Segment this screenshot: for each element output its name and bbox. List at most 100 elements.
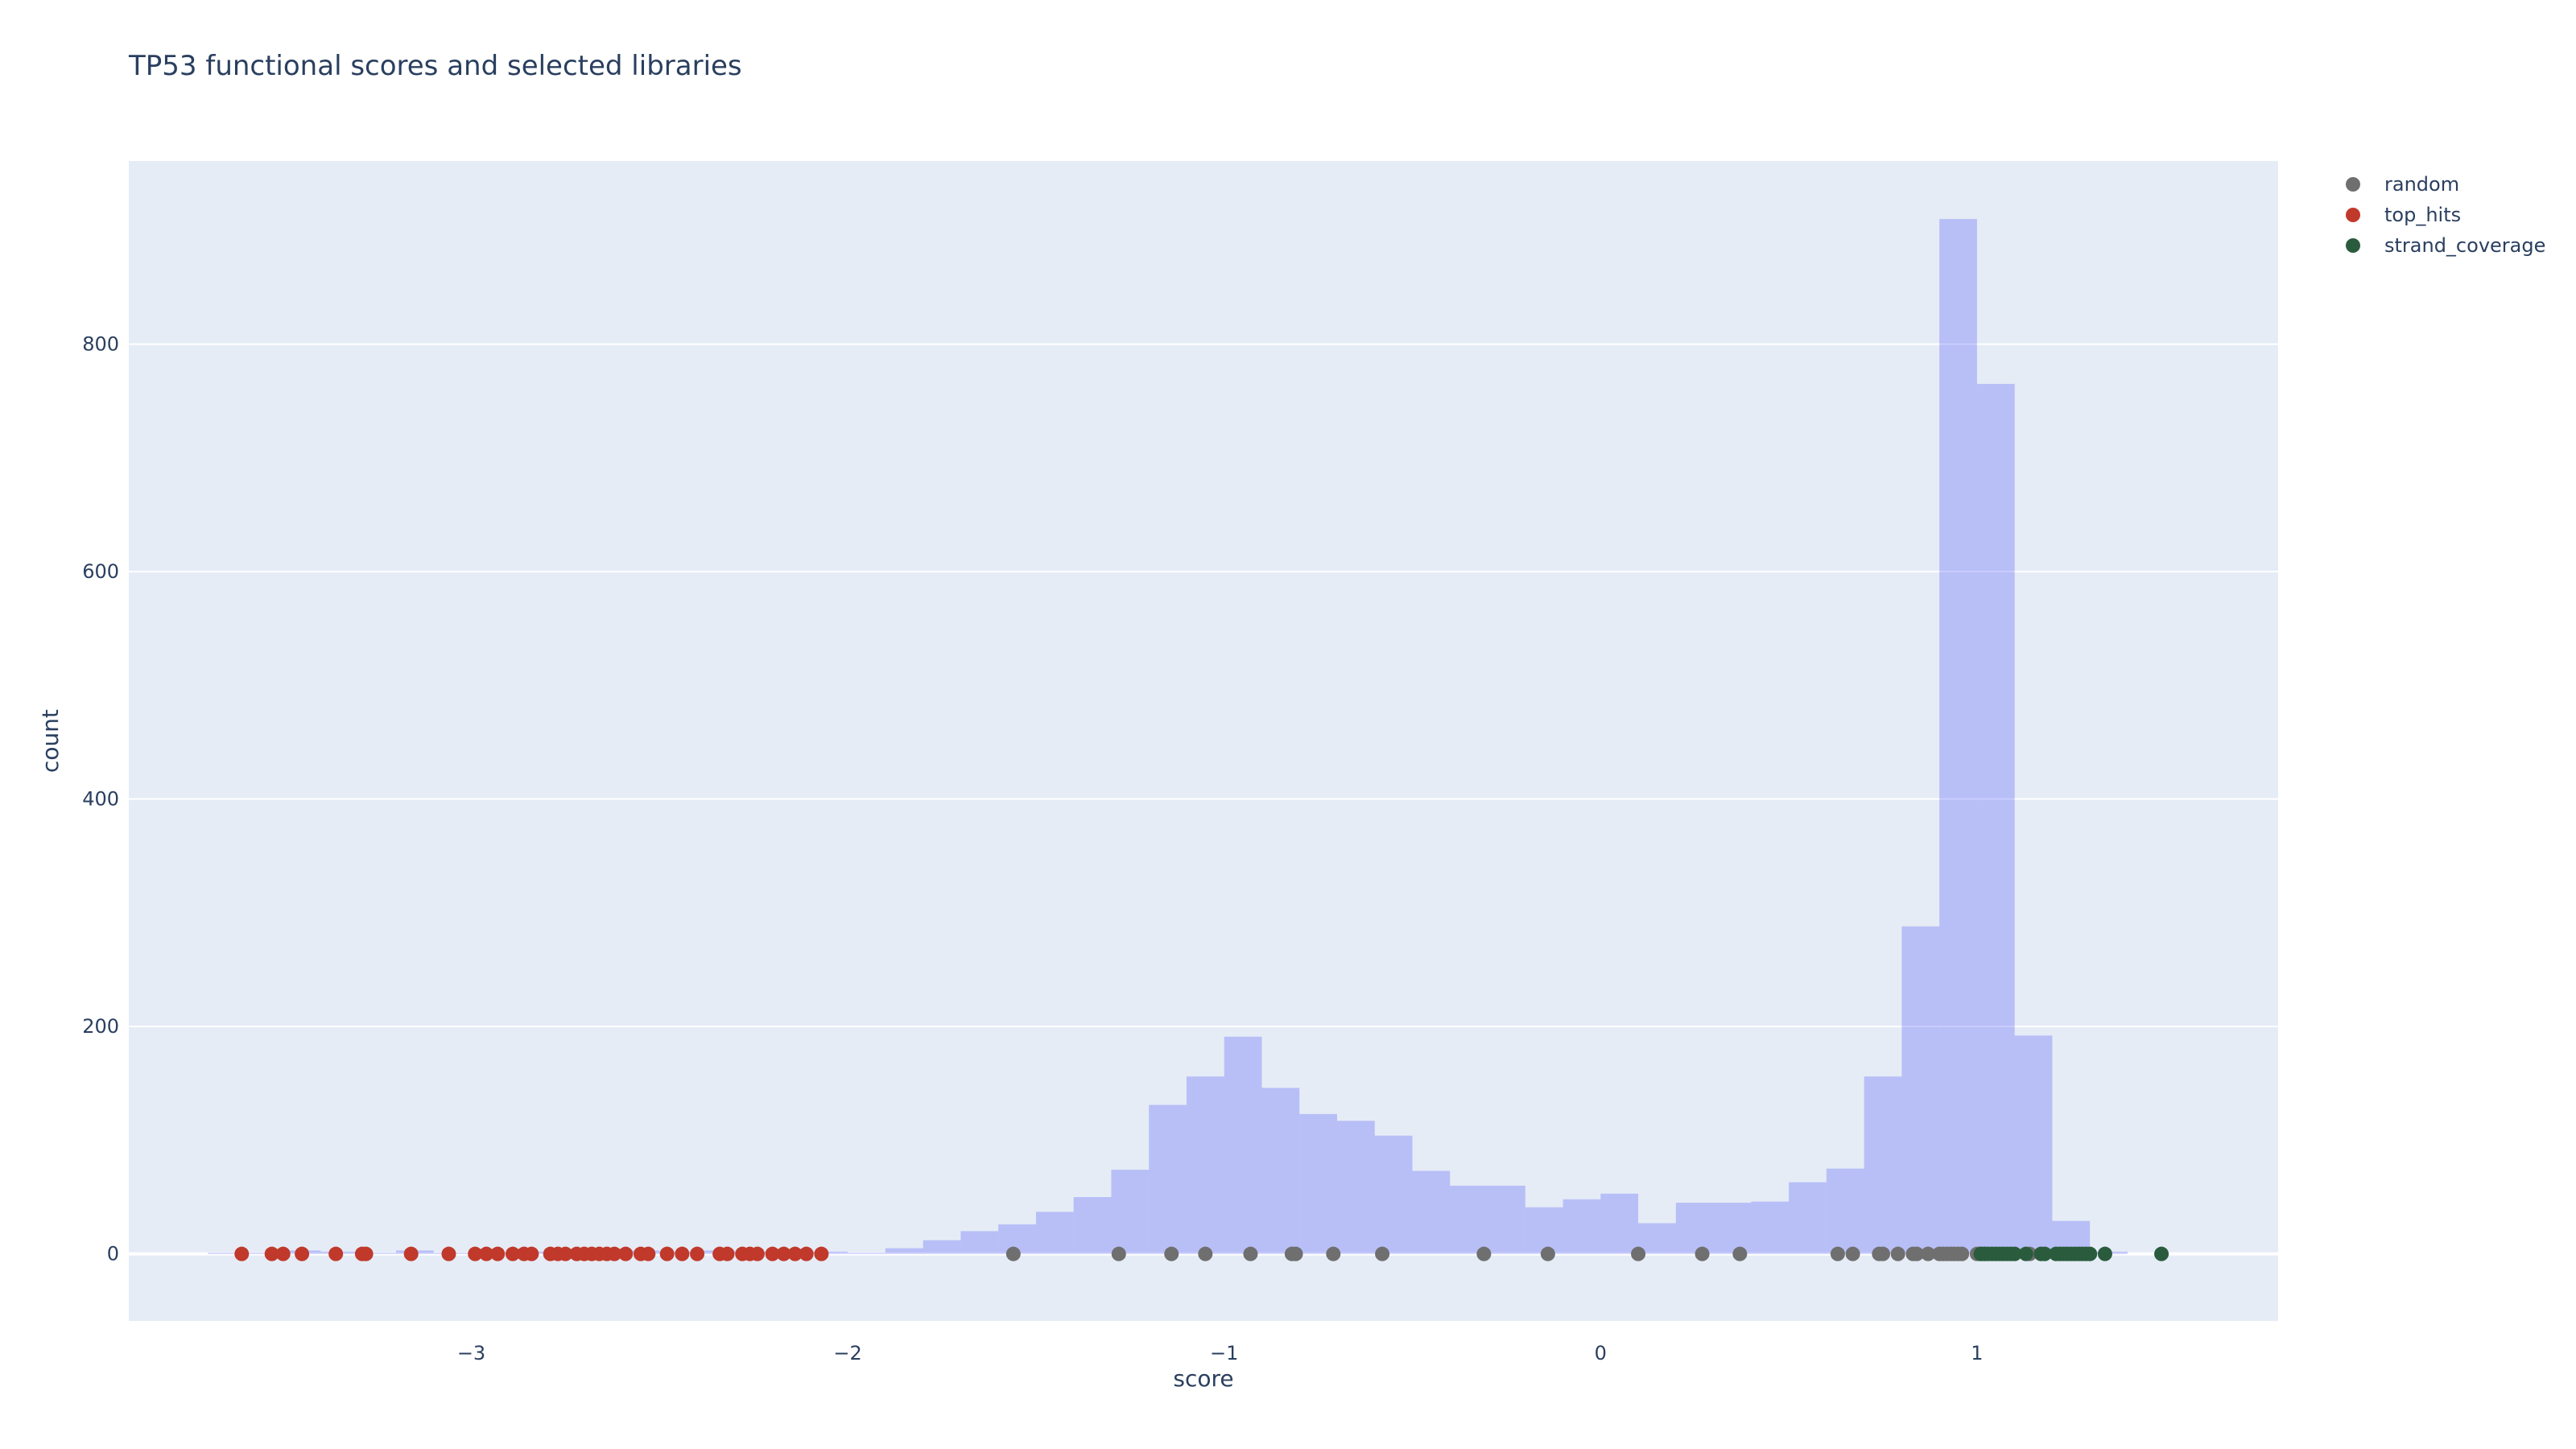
- scatter-point-top-hits[interactable]: [641, 1246, 656, 1261]
- scatter-point-top-hits[interactable]: [264, 1246, 279, 1261]
- histogram-bar[interactable]: [1751, 1201, 1790, 1254]
- scatter-point-top-hits[interactable]: [358, 1246, 374, 1261]
- scatter-point-top-hits[interactable]: [490, 1246, 506, 1261]
- scatter-point-strand-coverage[interactable]: [2007, 1246, 2022, 1261]
- scatter-point-random[interactable]: [1476, 1246, 1492, 1261]
- histogram-bar[interactable]: [1336, 1121, 1375, 1254]
- histogram-bar[interactable]: [1111, 1170, 1150, 1254]
- scatter-point-random[interactable]: [1909, 1246, 1925, 1261]
- y-tick-label: 0: [107, 1243, 119, 1265]
- x-axis-ticks: −3 −2 −1 0 1: [457, 1342, 1984, 1364]
- legend: random top_hits strand_coverage: [2334, 169, 2545, 261]
- scatter-point-top-hits[interactable]: [765, 1246, 780, 1261]
- y-axis-title: count: [37, 709, 64, 773]
- scatter-point-top-hits[interactable]: [799, 1246, 814, 1261]
- scatter-point-random[interactable]: [1955, 1246, 1970, 1261]
- histogram-bar[interactable]: [1450, 1185, 1488, 1254]
- legend-item-strand-coverage[interactable]: strand_coverage: [2334, 230, 2545, 261]
- histogram-bar[interactable]: [960, 1231, 999, 1254]
- scatter-point-top-hits[interactable]: [468, 1246, 483, 1261]
- scatter-point-top-hits[interactable]: [776, 1246, 791, 1261]
- scatter-point-top-hits[interactable]: [690, 1246, 705, 1261]
- legend-item-random[interactable]: random: [2334, 169, 2545, 200]
- scatter-point-strand-coverage[interactable]: [2037, 1246, 2053, 1261]
- x-axis-title: score: [1173, 1365, 1233, 1392]
- x-tick-label: 1: [1971, 1342, 1983, 1364]
- histogram-bar[interactable]: [1901, 926, 1940, 1254]
- histogram-bar[interactable]: [1826, 1168, 1864, 1254]
- histogram-bar[interactable]: [1563, 1199, 1601, 1254]
- scatter-point-top-hits[interactable]: [607, 1246, 622, 1261]
- scatter-point-strand-coverage[interactable]: [2097, 1246, 2112, 1261]
- histogram-bar[interactable]: [1488, 1185, 1525, 1254]
- x-tick-label: 0: [1595, 1342, 1607, 1364]
- marker-dot-icon: [2346, 208, 2360, 222]
- histogram-bar[interactable]: [1186, 1076, 1224, 1254]
- histogram-bar[interactable]: [1035, 1212, 1074, 1254]
- x-tick-label: −2: [833, 1342, 861, 1364]
- scatter-point-random[interactable]: [1111, 1246, 1126, 1261]
- scatter-point-random[interactable]: [1921, 1246, 1936, 1261]
- scatter-point-top-hits[interactable]: [749, 1246, 765, 1261]
- scatter-point-strand-coverage[interactable]: [2154, 1246, 2169, 1261]
- histogram-bar[interactable]: [2014, 1035, 2053, 1254]
- scatter-point-top-hits[interactable]: [787, 1246, 803, 1261]
- histogram-bar[interactable]: [1412, 1170, 1451, 1254]
- scatter-point-top-hits[interactable]: [814, 1246, 829, 1261]
- scatter-point-strand-coverage[interactable]: [2018, 1246, 2033, 1261]
- scatter-point-random[interactable]: [1164, 1246, 1179, 1261]
- histogram-bar[interactable]: [1073, 1197, 1112, 1254]
- histogram-bar[interactable]: [923, 1240, 961, 1254]
- histogram-bar[interactable]: [1939, 219, 1977, 1254]
- histogram-bar[interactable]: [885, 1248, 923, 1254]
- histogram-bar[interactable]: [1374, 1135, 1413, 1254]
- scatter-point-random[interactable]: [1375, 1246, 1390, 1261]
- scatter-point-random[interactable]: [1005, 1246, 1021, 1261]
- histogram-bar[interactable]: [1600, 1193, 1639, 1254]
- scatter-point-top-hits[interactable]: [659, 1246, 675, 1261]
- legend-item-top-hits[interactable]: top_hits: [2334, 200, 2545, 230]
- histogram-bar[interactable]: [1299, 1113, 1337, 1254]
- scatter-point-random[interactable]: [1198, 1246, 1213, 1261]
- scatter-point-top-hits[interactable]: [675, 1246, 690, 1261]
- scatter-point-top-hits[interactable]: [558, 1246, 573, 1261]
- histogram-bar[interactable]: [1713, 1203, 1752, 1254]
- scatter-point-top-hits[interactable]: [505, 1246, 520, 1261]
- scatter-point-random[interactable]: [1288, 1246, 1303, 1261]
- plot-area[interactable]: [129, 161, 2278, 1321]
- scatter-point-random[interactable]: [1326, 1246, 1341, 1261]
- scatter-point-top-hits[interactable]: [441, 1246, 456, 1261]
- histogram-bar[interactable]: [810, 1251, 848, 1254]
- histogram-bar[interactable]: [1638, 1223, 1676, 1254]
- scatter-point-random[interactable]: [1732, 1246, 1748, 1261]
- scatter-point-random[interactable]: [1243, 1246, 1258, 1261]
- scatter-point-top-hits[interactable]: [295, 1246, 310, 1261]
- scatter-point-top-hits[interactable]: [524, 1246, 539, 1261]
- scatter-point-random[interactable]: [1890, 1246, 1905, 1261]
- histogram-bar[interactable]: [1976, 383, 2015, 1254]
- scatter-point-top-hits[interactable]: [403, 1246, 419, 1261]
- scatter-point-top-hits[interactable]: [720, 1246, 735, 1261]
- marker-dot-icon: [2346, 177, 2360, 192]
- scatter-point-top-hits[interactable]: [328, 1246, 344, 1261]
- histogram-bar[interactable]: [1864, 1076, 1902, 1254]
- scatter-point-random[interactable]: [1830, 1246, 1845, 1261]
- histogram-bar[interactable]: [1149, 1104, 1187, 1254]
- histogram-bar[interactable]: [1675, 1203, 1714, 1254]
- scatter-point-random[interactable]: [1631, 1246, 1646, 1261]
- scatter-point-random[interactable]: [1695, 1246, 1710, 1261]
- histogram-bar[interactable]: [1224, 1036, 1262, 1254]
- scatter-point-random[interactable]: [1876, 1246, 1891, 1261]
- scatter-point-strand-coverage[interactable]: [2083, 1246, 2098, 1261]
- scatter-point-top-hits[interactable]: [275, 1246, 291, 1261]
- chart-title: TP53 functional scores and selected libr…: [129, 50, 742, 82]
- scatter-point-random[interactable]: [1845, 1246, 1860, 1261]
- scatter-point-top-hits[interactable]: [234, 1246, 250, 1261]
- histogram-bar[interactable]: [1525, 1207, 1563, 1254]
- histogram-bar[interactable]: [1261, 1088, 1300, 1254]
- scatter-point-top-hits[interactable]: [618, 1246, 634, 1261]
- histogram-bar[interactable]: [1789, 1182, 1827, 1254]
- scatter-point-top-hits[interactable]: [479, 1246, 494, 1261]
- scatter-point-random[interactable]: [1540, 1246, 1555, 1261]
